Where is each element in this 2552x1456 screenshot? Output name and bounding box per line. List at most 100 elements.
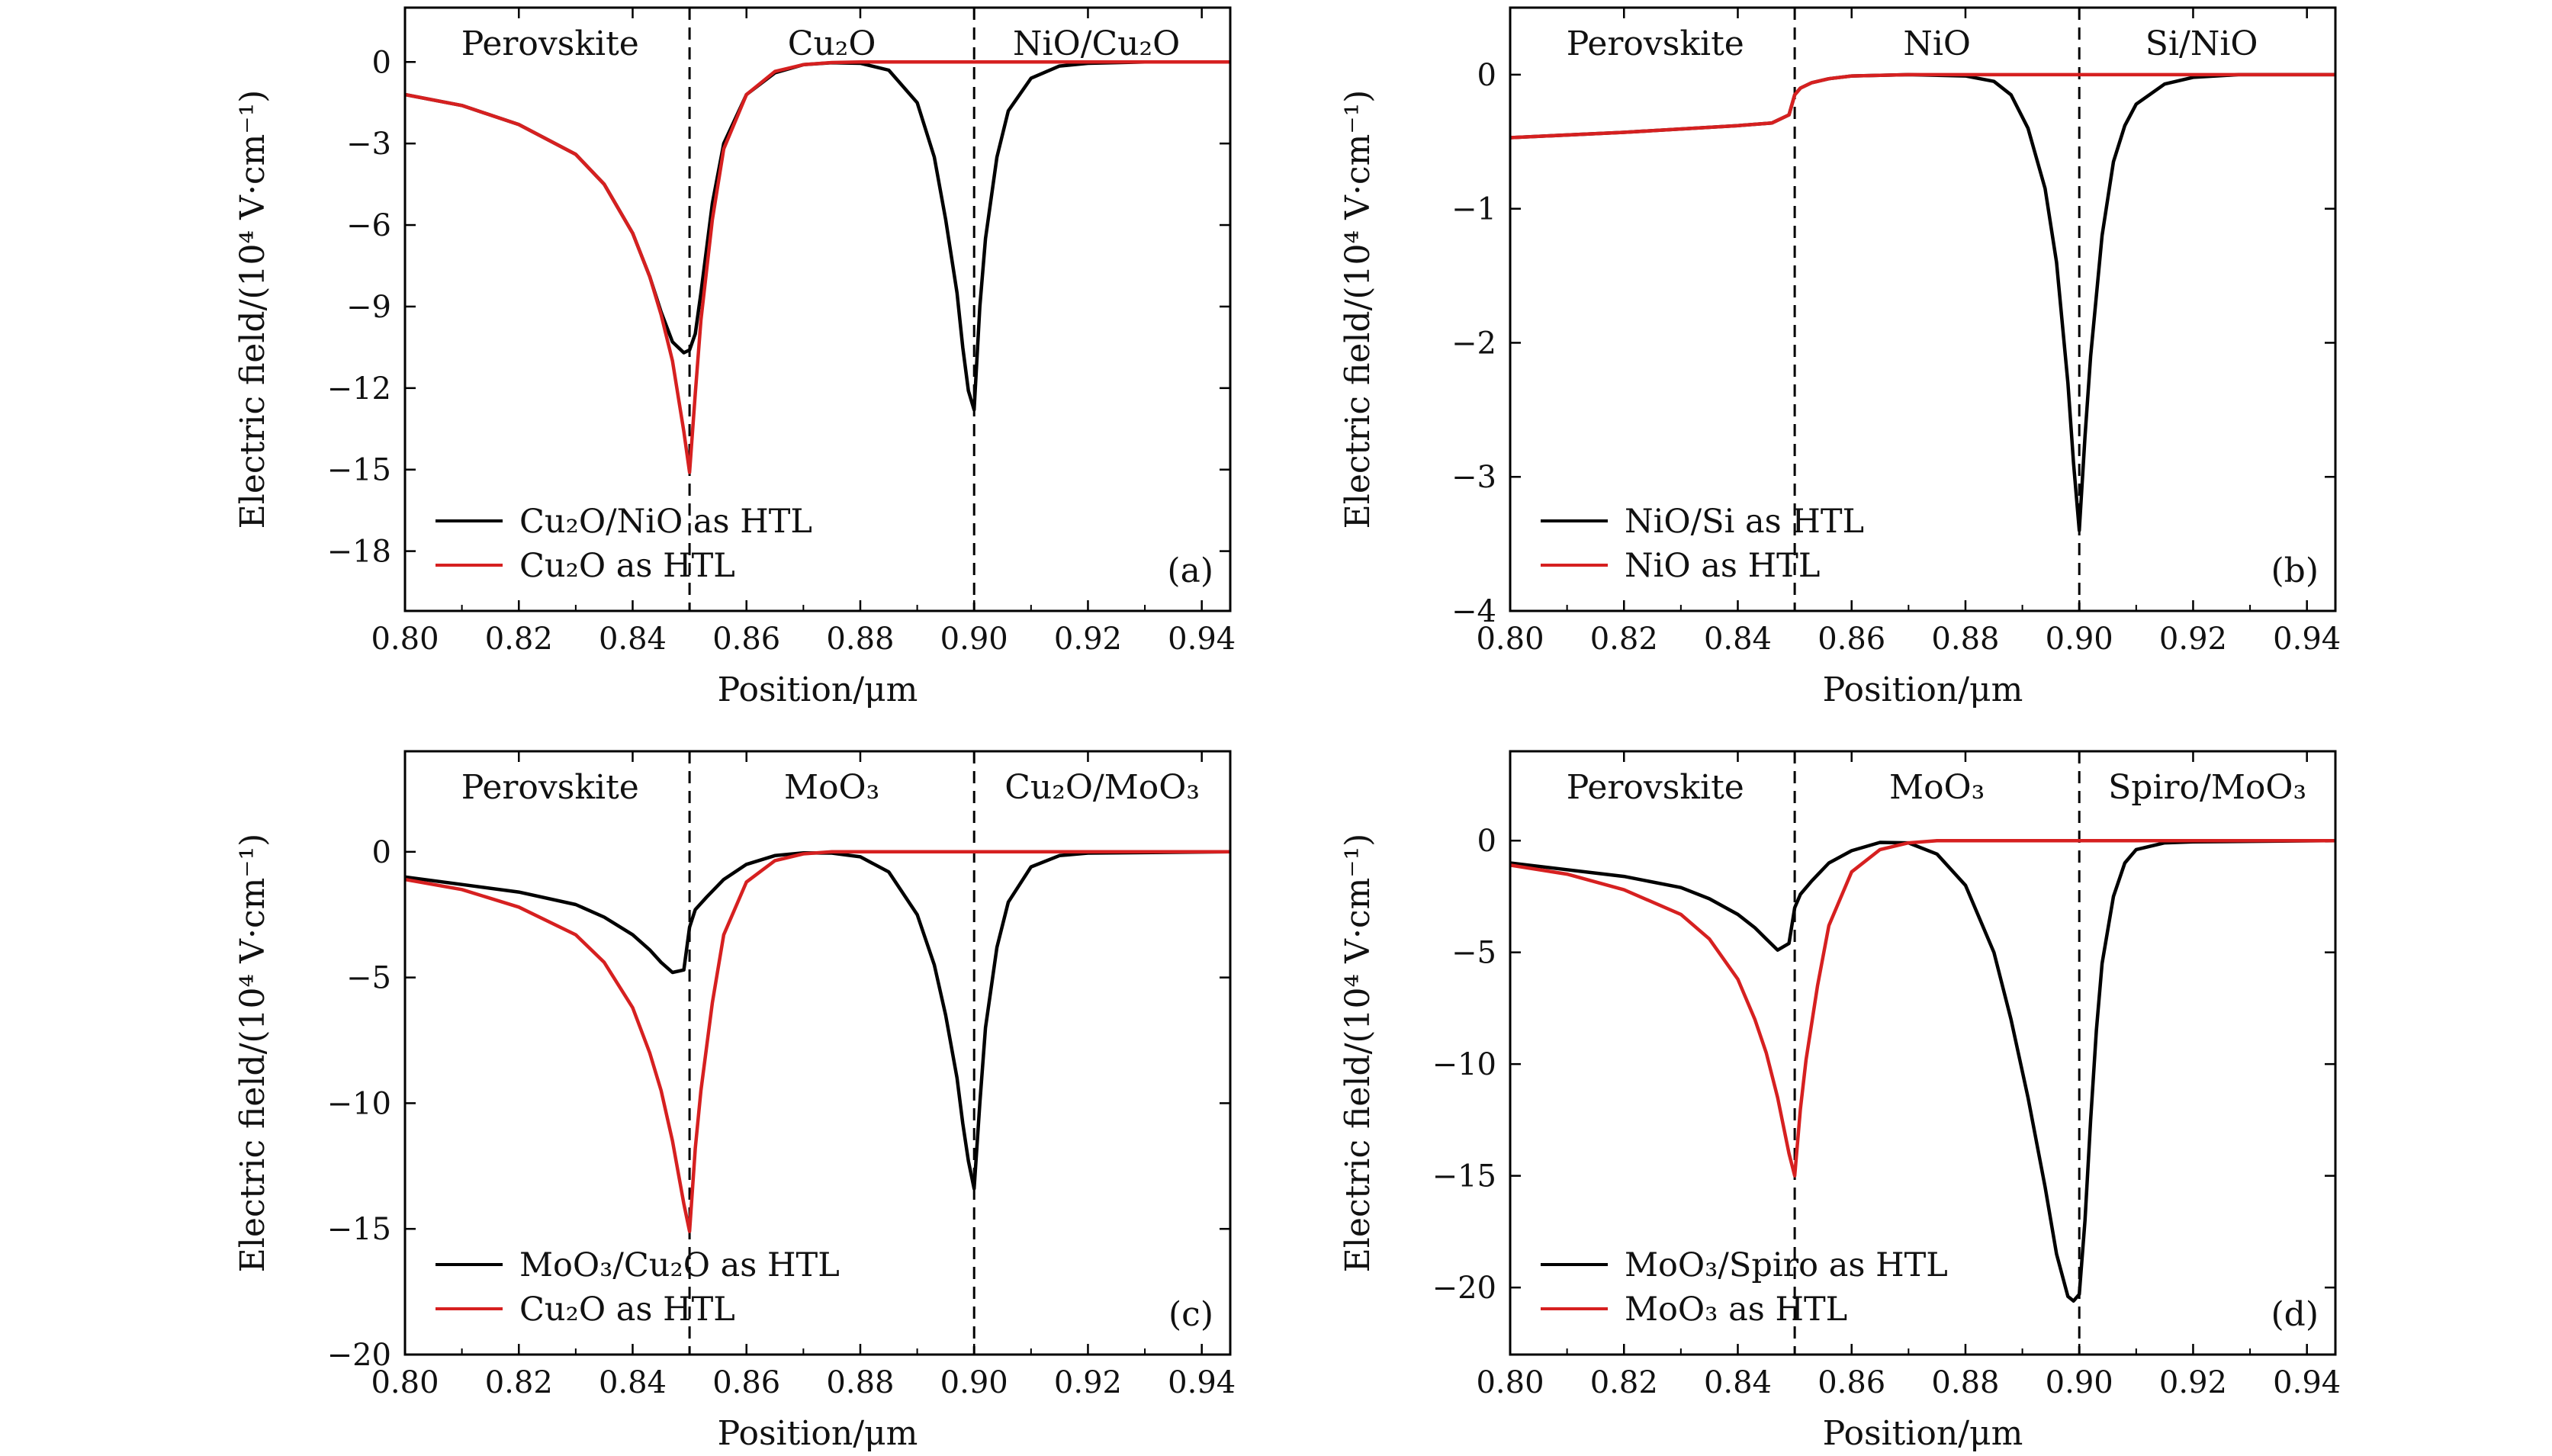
y-tick-label: −4 (1451, 594, 1496, 629)
x-tick-label: 0.84 (599, 1365, 667, 1400)
legend-label: NiO as HTL (1625, 547, 1820, 585)
series-line-red (1510, 838, 2335, 1178)
x-axis-title: Position/μm (718, 1414, 918, 1453)
y-tick-label: 0 (372, 45, 391, 80)
region-label: NiO/Cu₂O (1013, 24, 1180, 63)
series-line-black (405, 850, 1230, 1191)
x-tick-label: 0.82 (485, 1365, 553, 1400)
y-tick-label: −2 (1451, 326, 1496, 361)
panel-label: (a) (1167, 551, 1213, 590)
x-tick-label: 0.80 (1476, 1365, 1544, 1400)
x-tick-label: 0.84 (1704, 1365, 1772, 1400)
x-tick-label: 0.82 (485, 622, 553, 657)
x-tick-label: 0.84 (1704, 622, 1772, 657)
x-tick-label: 0.90 (2046, 622, 2113, 657)
y-tick-label: −3 (1451, 460, 1496, 495)
series-line-red (1510, 72, 2335, 140)
x-axis-title: Position/μm (1823, 1414, 2023, 1453)
x-tick-label: 0.94 (1168, 622, 1236, 657)
legend-label: MoO₃ as HTL (1625, 1290, 1847, 1329)
region-label: MoO₃ (784, 768, 879, 807)
region-label: Spiro/MoO₃ (2108, 768, 2306, 807)
y-tick-label: −20 (327, 1338, 391, 1373)
y-tick-label: −15 (327, 453, 391, 488)
x-tick-label: 0.88 (1931, 622, 1999, 657)
x-tick-label: 0.80 (371, 1365, 439, 1400)
x-tick-label: 0.92 (1054, 1365, 1122, 1400)
plot-frame (1509, 6, 2337, 612)
x-tick-label: 0.92 (2159, 622, 2227, 657)
region-label: Perovskite (1567, 768, 1744, 807)
y-tick-label: −10 (1432, 1047, 1496, 1082)
series-line-black (1510, 838, 2335, 1303)
x-tick-label: 0.84 (599, 622, 667, 657)
plot-frame (1509, 750, 2337, 1356)
y-tick-label: −15 (1432, 1159, 1496, 1194)
region-label: Cu₂O (788, 24, 876, 63)
x-tick-label: 0.86 (1818, 622, 1885, 657)
x-tick-label: 0.86 (712, 1365, 780, 1400)
x-tick-label: 0.90 (2046, 1365, 2113, 1400)
y-tick-label: −5 (1451, 936, 1496, 971)
y-tick-label: −15 (327, 1212, 391, 1247)
legend-label: Cu₂O/NiO as HTL (519, 503, 812, 541)
y-tick-label: 0 (1477, 58, 1496, 93)
y-axis-title: Electric field/(10⁴ V·cm⁻¹) (233, 834, 272, 1273)
y-tick-label: −5 (346, 961, 391, 996)
series-line-red (405, 850, 1230, 1233)
x-tick-label: 0.94 (2273, 1365, 2341, 1400)
y-axis-title: Electric field/(10⁴ V·cm⁻¹) (233, 90, 272, 529)
panel-label: (c) (1168, 1295, 1213, 1334)
x-tick-label: 0.94 (2273, 622, 2341, 657)
x-axis-title: Position/μm (1823, 670, 2023, 709)
region-label: Perovskite (461, 24, 639, 63)
y-tick-label: −3 (346, 127, 391, 162)
x-tick-label: 0.80 (1476, 622, 1544, 657)
region-label: Si/NiO (2145, 24, 2258, 63)
series-line-red (405, 60, 1230, 474)
panel-label: (d) (2271, 1295, 2319, 1334)
y-tick-label: 0 (372, 835, 391, 870)
x-tick-label: 0.80 (371, 622, 439, 657)
region-label: Cu₂O/MoO₃ (1004, 768, 1200, 807)
x-tick-label: 0.92 (2159, 1365, 2227, 1400)
y-tick-label: −18 (327, 535, 391, 570)
plot-frame (403, 750, 1232, 1356)
legend-label: MoO₃/Spiro as HTL (1625, 1246, 1948, 1284)
y-axis-title: Electric field/(10⁴ V·cm⁻¹) (1339, 834, 1377, 1273)
x-tick-label: 0.92 (1054, 622, 1122, 657)
chart-panel-b: 0.80 0.82 0.84 0.86 0.88 0.90 0.92 0.94 0 −1 −2 −3 −… (1339, 6, 2341, 709)
x-tick-label: 0.82 (1590, 622, 1658, 657)
x-tick-label: 0.88 (826, 1365, 894, 1400)
chart-panel-c: 0.80 0.82 0.84 0.86 0.88 0.90 0.92 0.94 0 −5 −10 −1… (233, 750, 1236, 1453)
plot-frame (403, 6, 1232, 612)
chart-panel-a: 0.80 0.82 0.84 0.86 0.88 0.90 0.92 0.94 0 −3 −6 −9 −… (233, 6, 1236, 709)
legend-label: Cu₂O as HTL (519, 547, 735, 585)
region-label: Perovskite (461, 768, 639, 807)
x-axis-title: Position/μm (718, 670, 918, 709)
x-tick-label: 0.88 (826, 622, 894, 657)
x-tick-label: 0.90 (940, 622, 1008, 657)
x-tick-label: 0.86 (712, 622, 780, 657)
y-axis-title: Electric field/(10⁴ V·cm⁻¹) (1339, 90, 1377, 529)
legend-label: NiO/Si as HTL (1625, 503, 1864, 541)
y-tick-label: −6 (346, 208, 391, 243)
region-label: Perovskite (1567, 24, 1744, 63)
legend-label: MoO₃/Cu₂O as HTL (519, 1246, 840, 1284)
x-tick-label: 0.90 (940, 1365, 1008, 1400)
series-line-black (405, 60, 1230, 412)
region-label: NiO (1903, 24, 1971, 63)
y-tick-label: −12 (327, 371, 391, 407)
x-tick-label: 0.94 (1168, 1365, 1236, 1400)
region-label: MoO₃ (1889, 768, 1985, 807)
legend-label: Cu₂O as HTL (519, 1290, 735, 1329)
y-tick-label: −1 (1451, 192, 1496, 227)
y-tick-label: −20 (1432, 1271, 1496, 1306)
panel-label: (b) (2271, 551, 2319, 590)
y-tick-label: −10 (327, 1086, 391, 1121)
y-tick-label: 0 (1477, 824, 1496, 859)
x-tick-label: 0.86 (1818, 1365, 1885, 1400)
y-tick-label: −9 (346, 290, 391, 325)
series-line-black (1510, 72, 2335, 532)
